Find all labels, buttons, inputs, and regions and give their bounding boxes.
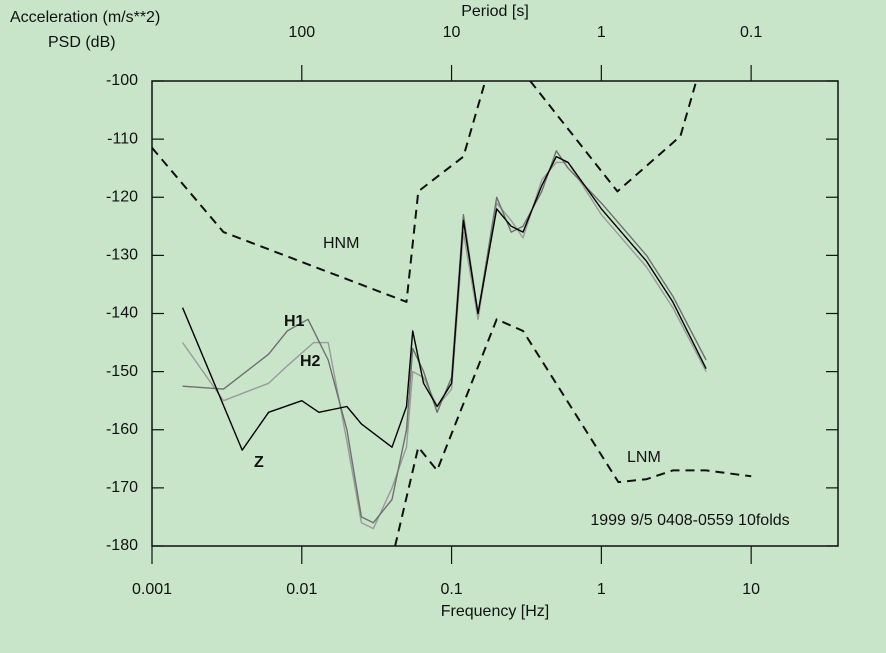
x-tick-label: 10 [742,581,760,598]
x-tick-label: 1 [597,581,606,598]
series-label: H1 [284,313,305,330]
y-tick-label: -100 [106,72,138,89]
series-line [181,155,707,451]
top-tick-label: 100 [288,24,315,41]
series-label: H2 [300,353,321,370]
series-label: HNM [323,235,359,252]
y-axis-label: Acceleration (m/s**2) [10,9,160,26]
top-axis-label: Period [s] [461,3,529,20]
top-tick-label: 1 [597,24,606,41]
x-tick-label: 0.1 [440,581,462,598]
top-tick-label: 10 [443,24,461,41]
annotation: 1999 9/5 0408-0559 10folds [590,512,789,529]
series-label: LNM [627,449,661,466]
y-axis-label: PSD (dB) [48,34,116,51]
top-tick-label: 0.1 [740,24,762,41]
y-tick-label: -110 [107,130,138,147]
y-tick-label: -120 [106,188,138,205]
y-tick-label: -150 [106,363,138,380]
y-tick-label: -170 [106,479,138,496]
y-tick-label: -140 [106,305,138,322]
x-axis-label: Frequency [Hz] [441,603,549,620]
x-tick-label: 0.01 [286,581,317,598]
series-label: Z [254,454,264,471]
series-line [182,150,707,524]
series-line [394,318,752,547]
x-tick-label: 0.001 [132,581,172,598]
y-tick-label: -130 [106,247,138,264]
y-tick-label: -160 [106,421,138,438]
series-line [151,80,698,303]
y-tick-label: -180 [106,537,138,554]
